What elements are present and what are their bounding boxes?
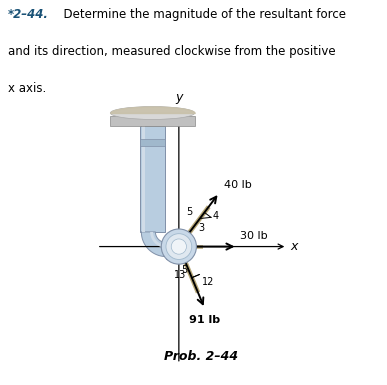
Circle shape — [161, 229, 197, 264]
Text: 5: 5 — [182, 265, 188, 275]
Text: 13: 13 — [174, 270, 187, 280]
Text: 91 lb: 91 lb — [189, 315, 220, 325]
Polygon shape — [142, 126, 146, 232]
Text: Prob. 2–44: Prob. 2–44 — [164, 350, 238, 363]
Polygon shape — [150, 232, 166, 248]
Text: and its direction, measured clockwise from the positive: and its direction, measured clockwise fr… — [8, 45, 336, 58]
Polygon shape — [166, 238, 179, 243]
Text: 12: 12 — [202, 278, 214, 288]
Text: 30 lb: 30 lb — [240, 231, 268, 241]
Text: Determine the magnitude of the resultant force: Determine the magnitude of the resultant… — [56, 8, 346, 21]
Text: x axis.: x axis. — [8, 82, 46, 95]
Circle shape — [166, 234, 192, 259]
Polygon shape — [141, 232, 166, 256]
Polygon shape — [166, 234, 179, 259]
Ellipse shape — [110, 107, 195, 119]
Polygon shape — [140, 139, 165, 146]
Text: y: y — [175, 91, 183, 104]
Text: 4: 4 — [212, 211, 219, 221]
Polygon shape — [140, 126, 165, 232]
Circle shape — [171, 239, 187, 254]
Text: 5: 5 — [187, 208, 193, 218]
Text: 40 lb: 40 lb — [224, 180, 252, 190]
Polygon shape — [110, 116, 195, 126]
Text: 3: 3 — [198, 223, 204, 233]
Text: *2–44.: *2–44. — [8, 8, 49, 21]
Text: x: x — [290, 240, 298, 253]
